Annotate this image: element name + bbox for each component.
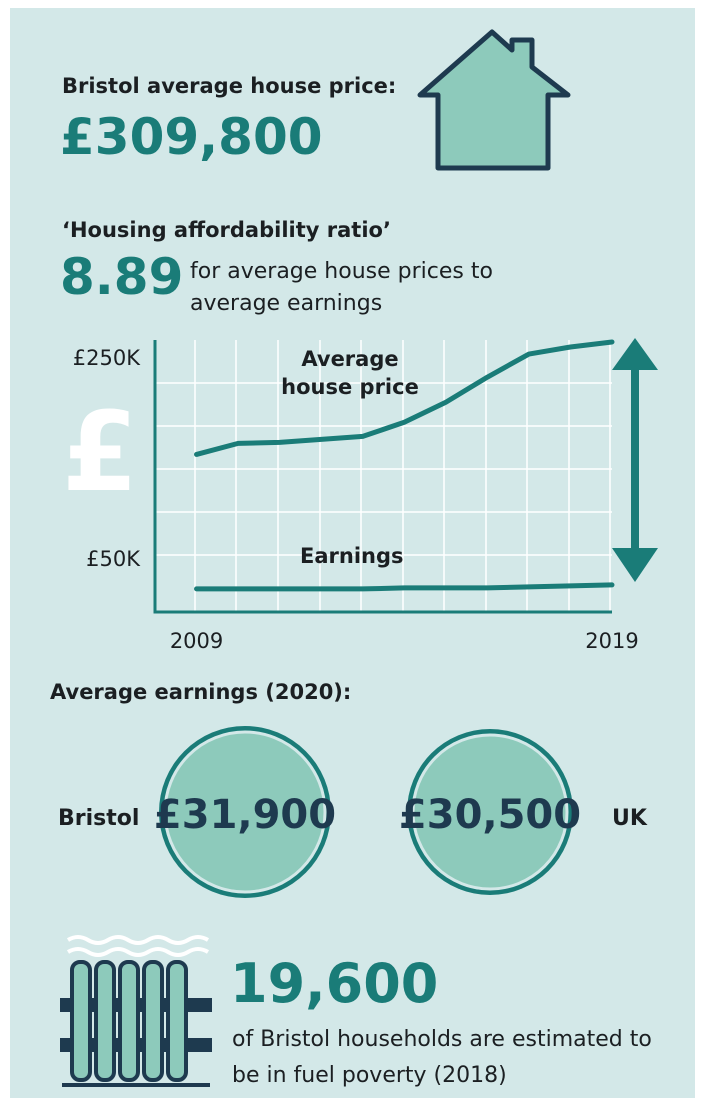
series-label: Average house price [281, 347, 419, 399]
chart-grid [155, 340, 612, 612]
house-price: £309,800 [60, 108, 323, 166]
ratio-description: for average house prices to average earn… [190, 259, 493, 316]
coin-face [411, 733, 569, 891]
house-icon [417, 29, 571, 171]
axes [153, 340, 612, 614]
series-label: Earnings [300, 544, 404, 568]
fuel-poverty-value: 19,600 [230, 952, 439, 1015]
coin-face [163, 730, 327, 894]
fuel-poverty-description: of Bristol households are estimated to b… [232, 1027, 652, 1088]
y-tick-label: £250K [73, 346, 141, 370]
ratio-value: 8.89 [60, 248, 184, 306]
earnings-label: UK [612, 806, 648, 831]
range-arrow [612, 338, 658, 582]
y-tick-label: £50K [86, 547, 141, 571]
x-tick-label: 2019 [585, 629, 638, 653]
series-line [194, 582, 615, 592]
coin-value: £30,500 [399, 792, 581, 838]
earnings-label: Bristol [58, 806, 139, 831]
ratio-title: ‘Housing affordability ratio’ [62, 218, 391, 242]
background [10, 8, 695, 1098]
radiator-icon [60, 935, 212, 1087]
earnings-title: Average earnings (2020): [50, 680, 352, 704]
pound-icon: £ [62, 388, 139, 516]
x-tick-label: 2009 [170, 629, 223, 653]
title: Bristol average house price: [62, 74, 397, 98]
coin-value: £31,900 [154, 792, 336, 838]
series-line [194, 339, 615, 457]
